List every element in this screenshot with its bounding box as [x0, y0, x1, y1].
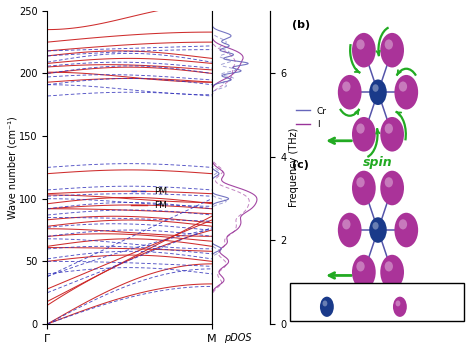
Ellipse shape [352, 171, 376, 205]
Ellipse shape [338, 213, 362, 247]
Ellipse shape [399, 219, 407, 229]
Ellipse shape [356, 123, 365, 134]
Ellipse shape [369, 217, 387, 243]
Text: I: I [416, 300, 419, 310]
Ellipse shape [380, 255, 404, 289]
Ellipse shape [320, 297, 334, 317]
Ellipse shape [352, 255, 376, 289]
Ellipse shape [342, 81, 351, 92]
Ellipse shape [338, 75, 362, 109]
Ellipse shape [385, 261, 393, 271]
Ellipse shape [356, 39, 365, 50]
Ellipse shape [393, 297, 407, 317]
Ellipse shape [342, 219, 351, 229]
Ellipse shape [369, 80, 387, 105]
Ellipse shape [394, 75, 418, 109]
Y-axis label: Wave number (cm⁻¹): Wave number (cm⁻¹) [8, 116, 18, 219]
Ellipse shape [394, 213, 418, 247]
Text: pDOS: pDOS [224, 333, 252, 343]
Ellipse shape [356, 261, 365, 271]
Y-axis label: Frequency (THz): Frequency (THz) [289, 128, 299, 207]
Ellipse shape [322, 301, 328, 306]
Ellipse shape [395, 301, 401, 306]
Ellipse shape [399, 81, 407, 92]
Ellipse shape [385, 123, 393, 134]
Text: (b): (b) [292, 20, 310, 30]
Ellipse shape [352, 33, 376, 67]
Bar [291, 283, 464, 321]
Text: Cr: Cr [343, 300, 355, 310]
Ellipse shape [380, 171, 404, 205]
Legend: Cr, I: Cr, I [292, 103, 330, 133]
Ellipse shape [373, 222, 379, 230]
Ellipse shape [385, 39, 393, 50]
Ellipse shape [352, 117, 376, 152]
Ellipse shape [385, 177, 393, 188]
Ellipse shape [380, 33, 404, 67]
Ellipse shape [373, 84, 379, 92]
Text: (c): (c) [292, 159, 309, 170]
Legend: PM, FM: PM, FM [128, 184, 171, 213]
Ellipse shape [380, 117, 404, 152]
Ellipse shape [356, 177, 365, 188]
Text: spin: spin [363, 156, 393, 169]
